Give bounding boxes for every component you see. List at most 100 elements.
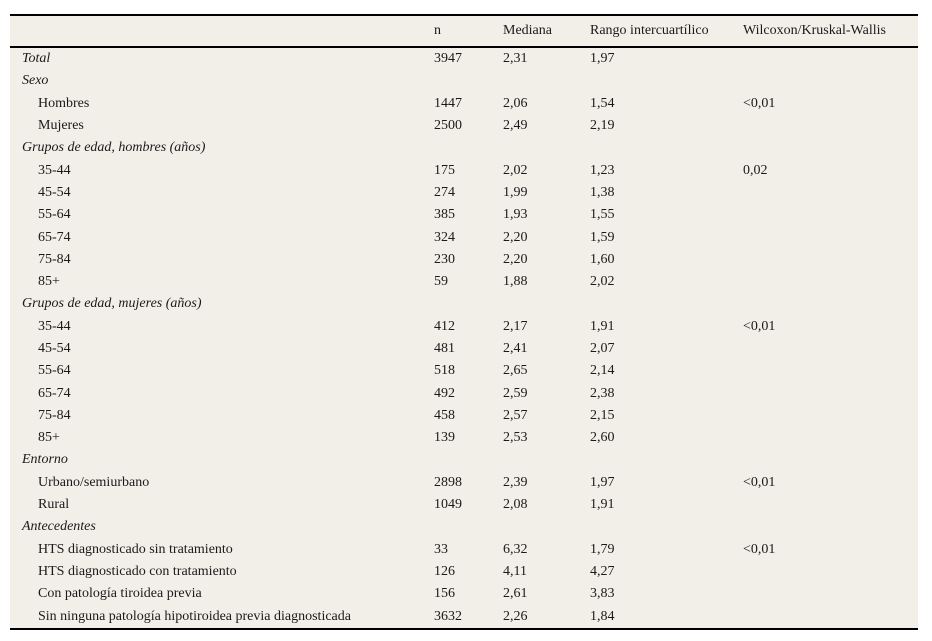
table-row: 45-54 481 2,41 2,07 (10, 338, 918, 360)
n-value: 412 (434, 318, 455, 334)
row-label: Total (22, 51, 51, 67)
mediana-value: 2,61 (503, 586, 528, 602)
header-n: n (434, 23, 441, 38)
table-row: 45-54 274 1,99 1,38 (10, 182, 918, 204)
table-row: Sin ninguna patología hipotiroidea previ… (10, 605, 918, 627)
table-row: 35-44 175 2,02 1,23 0,02 (10, 159, 918, 181)
mediana-value: 2,02 (503, 162, 528, 178)
mediana-value: 2,39 (503, 474, 528, 490)
mediana-value: 1,88 (503, 274, 528, 290)
rango-value: 2,60 (590, 430, 615, 446)
mediana-value: 2,53 (503, 430, 528, 446)
row-label: Rural (38, 497, 70, 513)
row-label: Antecedentes (22, 519, 96, 535)
mediana-value: 2,17 (503, 318, 528, 334)
table-row: Sexo (10, 70, 918, 92)
row-label: 75-84 (38, 251, 71, 267)
n-value: 2500 (434, 118, 462, 134)
statistics-table: n Mediana Rango intercuartílico Wilcoxon… (10, 14, 918, 630)
p-value: <0,01 (743, 318, 776, 334)
table-row: 85+ 59 1,88 2,02 (10, 271, 918, 293)
n-value: 230 (434, 251, 455, 267)
row-label: 35-44 (38, 318, 71, 334)
mediana-value: 2,08 (503, 497, 528, 513)
mediana-value: 6,32 (503, 541, 528, 557)
mediana-value: 4,11 (503, 563, 527, 579)
row-label: Grupos de edad, hombres (años) (22, 140, 206, 156)
rango-value: 2,07 (590, 341, 615, 356)
table-row: 55-64 385 1,93 1,55 (10, 204, 918, 226)
p-value: 0,02 (743, 162, 768, 178)
rango-value: 2,14 (590, 363, 615, 379)
n-value: 481 (434, 341, 455, 356)
rango-value: 2,38 (590, 385, 615, 401)
n-value: 126 (434, 563, 455, 579)
row-label: 85+ (38, 430, 60, 446)
row-label: 55-64 (38, 207, 71, 223)
mediana-value: 1,99 (503, 184, 528, 200)
rango-value: 1,97 (590, 51, 615, 67)
row-label: Mujeres (38, 118, 84, 134)
rango-value: 1,59 (590, 229, 615, 245)
row-label: Con patología tiroidea previa (38, 586, 202, 602)
table-row: HTS diagnosticado sin tratamiento 33 6,3… (10, 539, 918, 561)
n-value: 139 (434, 430, 455, 446)
mediana-value: 2,31 (503, 51, 528, 67)
n-value: 3947 (434, 51, 462, 67)
n-value: 518 (434, 363, 455, 379)
table-header-row: n Mediana Rango intercuartílico Wilcoxon… (10, 16, 918, 48)
table-row: Rural 1049 2,08 1,91 (10, 494, 918, 516)
rango-value: 3,83 (590, 586, 615, 602)
table-row: 75-84 458 2,57 2,15 (10, 405, 918, 427)
table-body: Total 3947 2,31 1,97 Sexo Hombres 1447 2… (10, 48, 918, 628)
row-label: Sexo (22, 73, 49, 89)
n-value: 2898 (434, 474, 462, 490)
table-row: Mujeres 2500 2,49 2,19 (10, 115, 918, 137)
mediana-value: 2,20 (503, 229, 528, 245)
n-value: 385 (434, 207, 455, 223)
table-row: HTS diagnosticado con tratamiento 126 4,… (10, 561, 918, 583)
row-label: 65-74 (38, 229, 71, 245)
table-row: 75-84 230 2,20 1,60 (10, 249, 918, 271)
table-row: 55-64 518 2,65 2,14 (10, 360, 918, 382)
rango-value: 2,02 (590, 274, 615, 290)
rango-value: 2,19 (590, 118, 615, 134)
n-value: 175 (434, 162, 455, 178)
rango-value: 1,60 (590, 251, 615, 267)
rango-value: 1,55 (590, 207, 615, 223)
mediana-value: 2,26 (503, 608, 528, 624)
n-value: 33 (434, 541, 448, 557)
row-label: 45-54 (38, 341, 71, 356)
table-row: 85+ 139 2,53 2,60 (10, 427, 918, 449)
rango-value: 1,54 (590, 95, 615, 111)
table-row: Con patología tiroidea previa 156 2,61 3… (10, 583, 918, 605)
header-mediana: Mediana (503, 23, 552, 38)
table-row: Grupos de edad, mujeres (años) (10, 293, 918, 315)
mediana-value: 2,57 (503, 407, 528, 423)
n-value: 156 (434, 586, 455, 602)
row-label: HTS diagnosticado sin tratamiento (38, 541, 233, 557)
p-value: <0,01 (743, 95, 776, 111)
row-label: 45-54 (38, 184, 71, 200)
rango-value: 1,23 (590, 162, 615, 178)
row-label: 55-64 (38, 363, 71, 379)
rango-value: 1,91 (590, 497, 615, 513)
row-label: 85+ (38, 274, 60, 290)
table-row: Urbano/semiurbano 2898 2,39 1,97 <0,01 (10, 472, 918, 494)
n-value: 492 (434, 385, 455, 401)
n-value: 3632 (434, 608, 462, 624)
table-row: Hombres 1447 2,06 1,54 <0,01 (10, 93, 918, 115)
mediana-value: 1,93 (503, 207, 528, 223)
p-value: <0,01 (743, 541, 776, 557)
rango-value: 4,27 (590, 563, 615, 579)
mediana-value: 2,06 (503, 95, 528, 111)
table-row: Grupos de edad, hombres (años) (10, 137, 918, 159)
row-label: 65-74 (38, 385, 71, 401)
header-rango-intercuartilico: Rango intercuartílico (590, 23, 709, 38)
table-row: 65-74 324 2,20 1,59 (10, 226, 918, 248)
n-value: 59 (434, 274, 448, 290)
row-label: 75-84 (38, 407, 71, 423)
mediana-value: 2,20 (503, 251, 528, 267)
header-wilcoxon-kruskal-wallis: Wilcoxon/Kruskal-Wallis (743, 23, 886, 38)
mediana-value: 2,65 (503, 363, 528, 379)
